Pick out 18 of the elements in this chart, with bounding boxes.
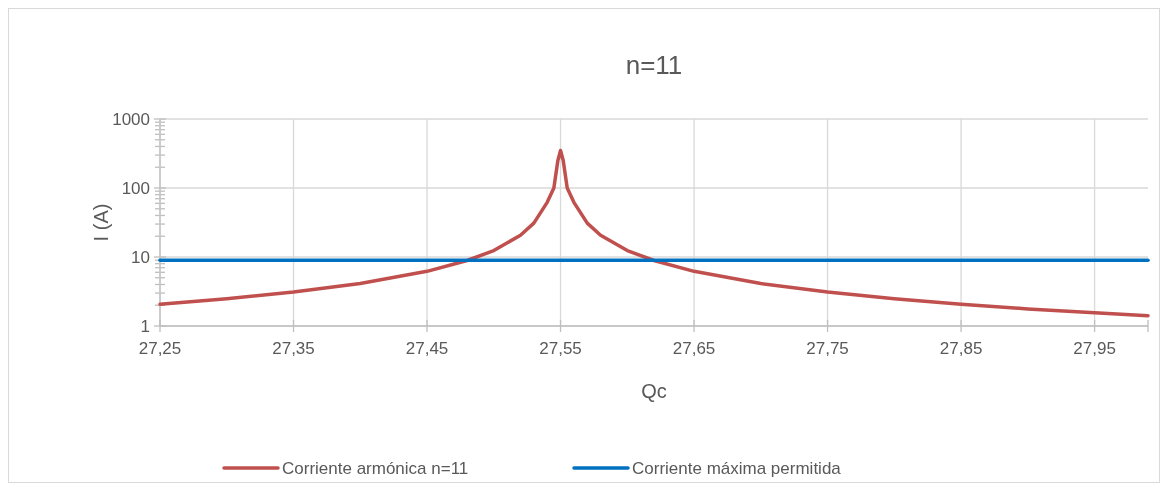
x-tick-label: 27,65	[672, 339, 716, 358]
line-series	[158, 148, 1150, 318]
legend-label: Corriente armónica n=11	[282, 458, 469, 478]
y-axis-title: I (A)	[90, 203, 112, 242]
x-tick-label: 27,25	[138, 339, 182, 358]
y-tick-label: 1000	[112, 109, 150, 129]
x-axis-title: Qc	[641, 380, 667, 402]
y-tick-label: 1	[140, 316, 150, 336]
legend-label: Corriente máxima permitida	[632, 458, 842, 478]
x-tick-label: 27,45	[405, 339, 449, 358]
y-tick-label: 10	[131, 247, 150, 267]
y-tick-label: 100	[121, 178, 150, 198]
x-tick-label: 27,55	[539, 339, 582, 358]
x-tick-label: 27,35	[272, 339, 315, 358]
chart-title: n=11	[625, 50, 683, 80]
x-tick-label: 27,95	[1073, 339, 1116, 358]
x-tick-label: 27,85	[939, 339, 983, 358]
x-tick-label: 27,75	[806, 339, 849, 358]
